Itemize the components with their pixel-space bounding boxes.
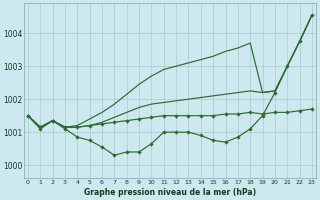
X-axis label: Graphe pression niveau de la mer (hPa): Graphe pression niveau de la mer (hPa) xyxy=(84,188,256,197)
